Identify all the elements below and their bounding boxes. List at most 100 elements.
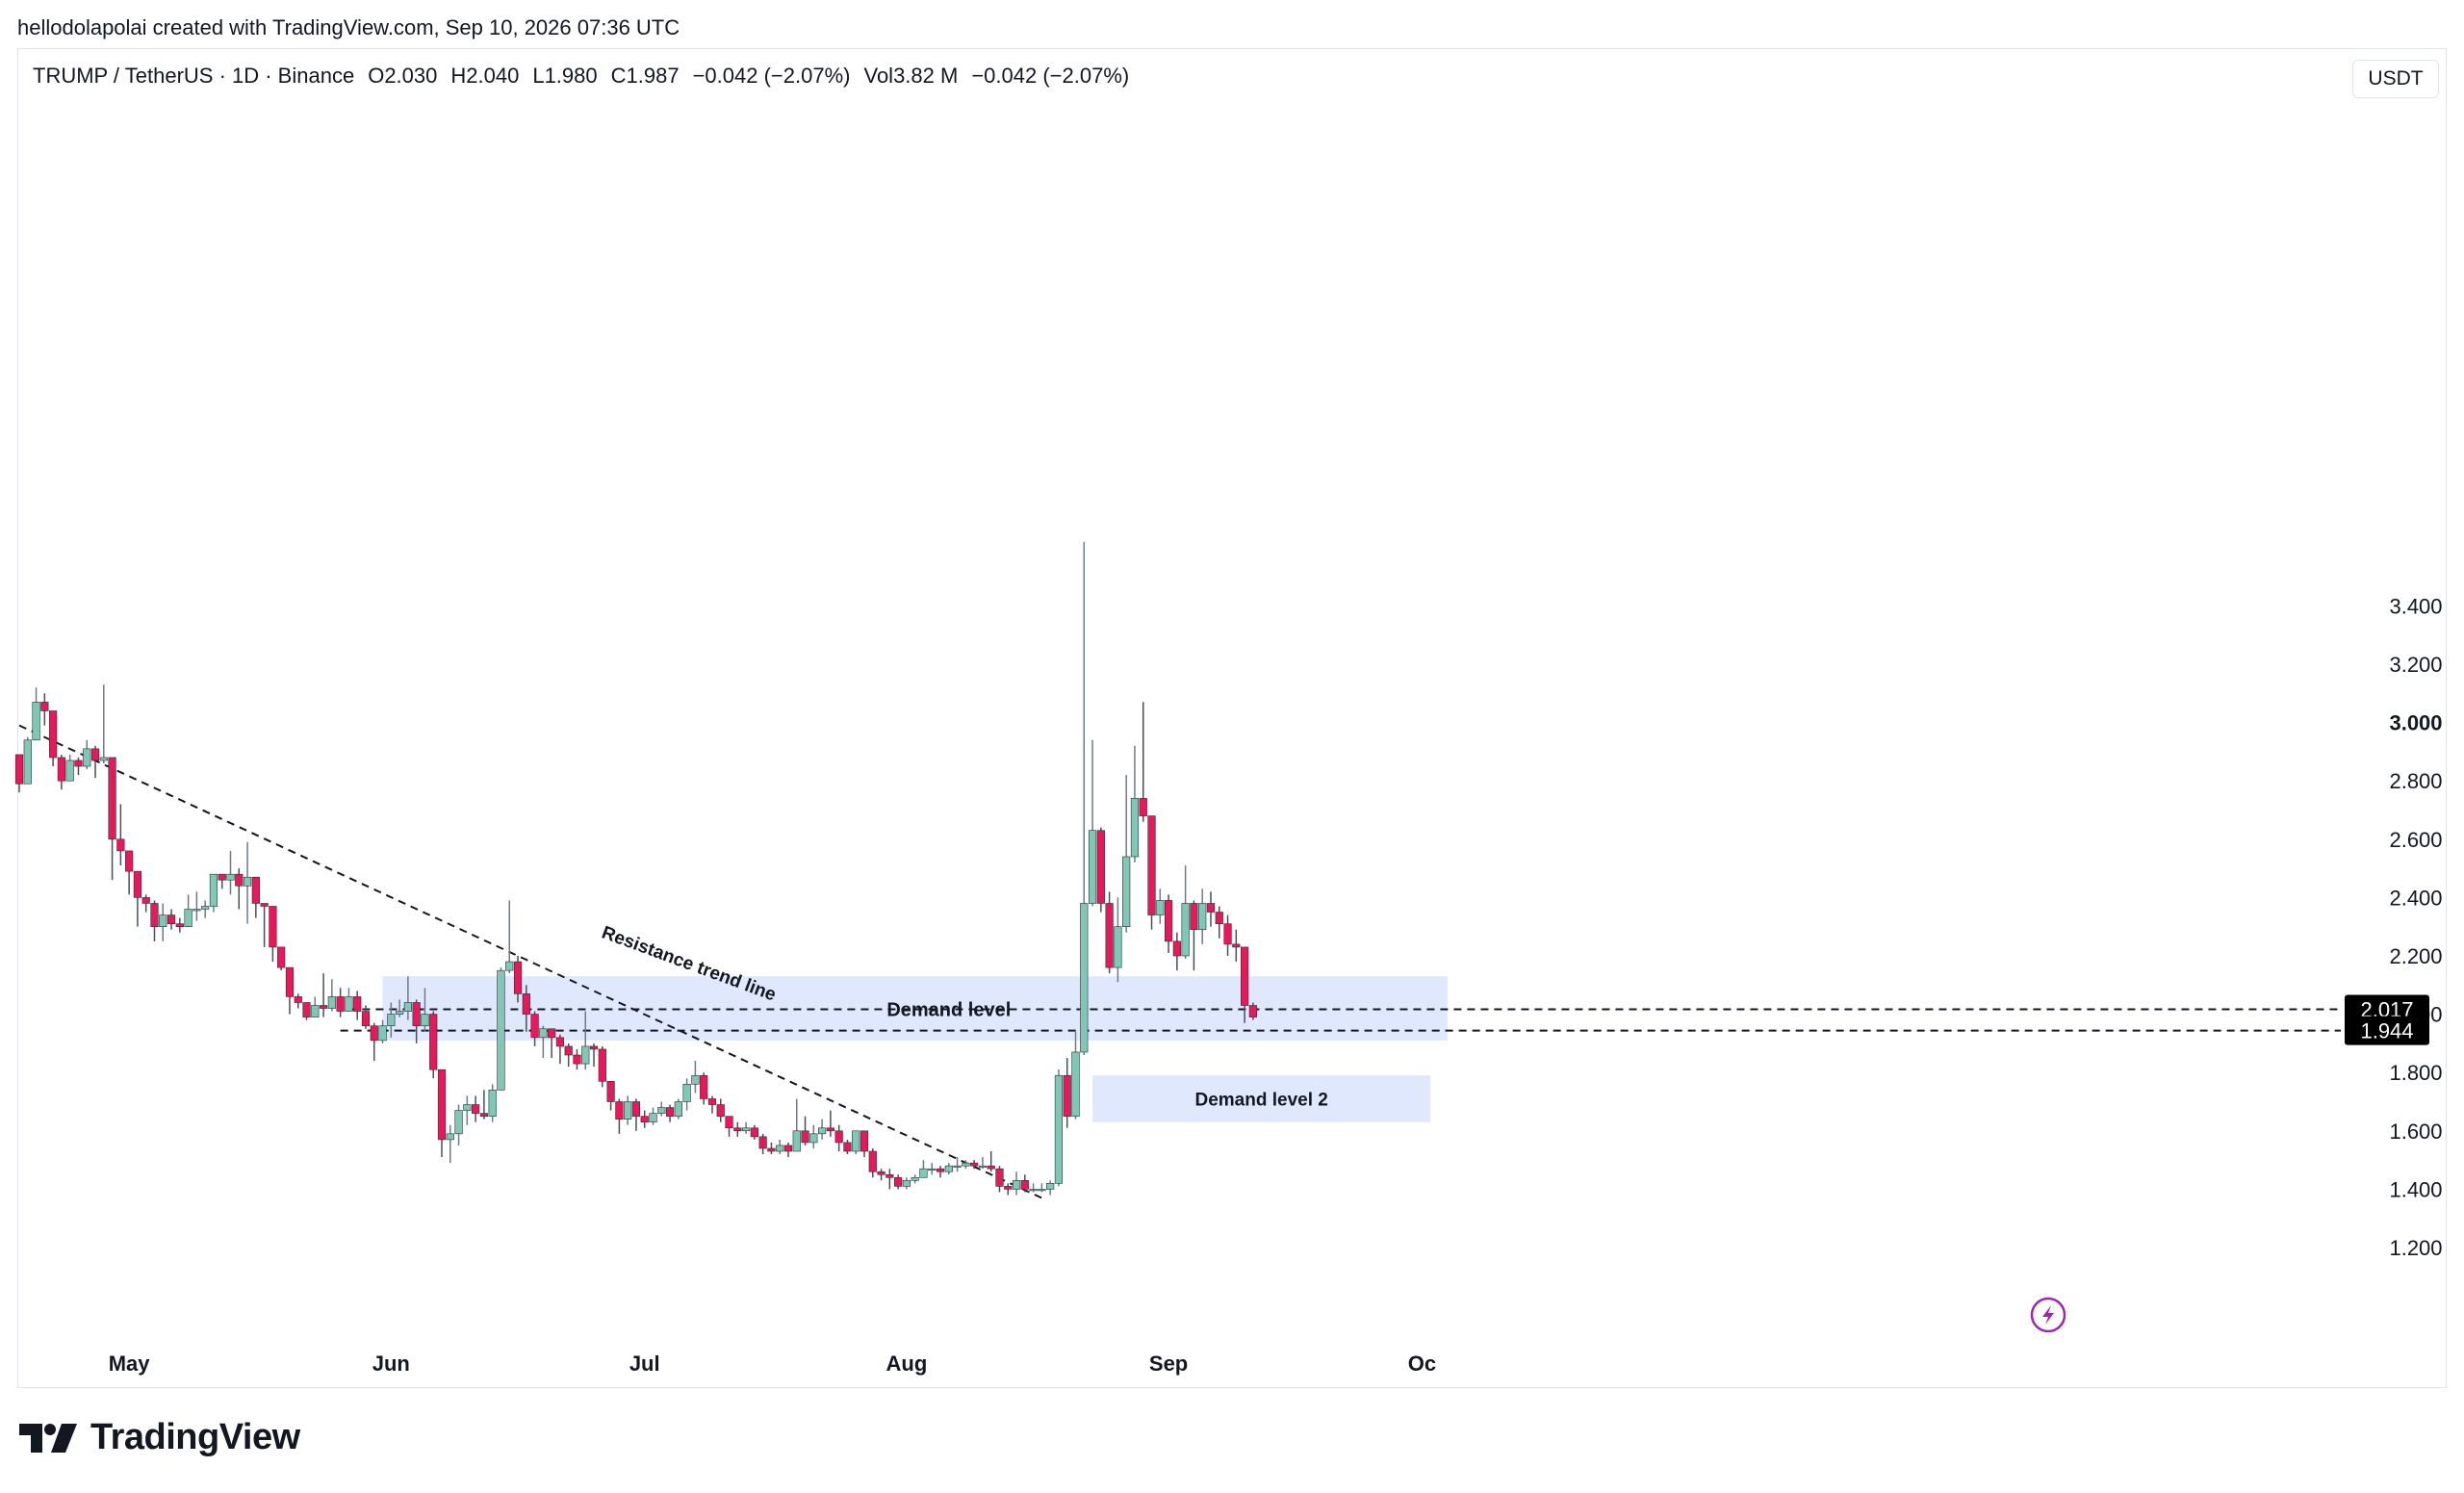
price-line-badge [2345,1016,2429,1045]
candle-body [860,1130,869,1152]
legend-high: H2.040 [450,64,520,88]
candle-body [345,996,353,1012]
candle-body [1190,903,1198,931]
candle-body [361,1011,371,1027]
candle-body [682,1084,691,1102]
legend-change: −0.042 (−2.07%) [692,64,851,88]
candle-body [1122,856,1131,927]
candle-body [919,1168,928,1178]
candle-body [243,876,252,887]
candle-body [522,993,530,1015]
candle-body [581,1045,590,1065]
legend-symbol[interactable]: TRUMP / TetherUS · 1D · Binance [33,64,355,88]
candle-body [505,961,514,971]
x-axis-tick-label: Oc [1408,1351,1436,1376]
candle-body [1096,830,1105,904]
y-axis-tick-label: 1.200 [2389,1236,2442,1260]
chart-frame[interactable] [17,48,2447,1388]
candle-body [733,1127,742,1132]
candle-body [826,1127,834,1132]
y-axis-tick-label: 1.600 [2389,1120,2442,1144]
candle-body [40,702,49,711]
candle-body [953,1165,962,1168]
candle-body [978,1165,988,1168]
candle-body [412,1002,421,1027]
candle-body [90,748,100,761]
candle-body [277,946,286,968]
candle-body [970,1162,979,1167]
candle-body [894,1176,903,1187]
candle-body [235,873,244,887]
candle-body [962,1162,970,1167]
candle-body [868,1150,877,1172]
candle-body [1139,798,1147,816]
tradingview-logo-text: TradingView [90,1417,300,1457]
y-axis-tick-label: 2.800 [2389,769,2442,793]
candle-body [657,1107,666,1114]
resistance-trend-line [18,724,1042,1199]
legend-low: L1.980 [532,64,598,88]
candle-body [1114,926,1122,968]
candle-body [801,1130,809,1144]
candle-body [877,1171,886,1175]
lightning-icon[interactable] [2030,1297,2066,1333]
candle-body [741,1127,751,1132]
y-axis-tick-label: 2.600 [2389,828,2442,852]
candle-body [311,1005,320,1017]
candle-body [1241,946,1249,1006]
candle-body [589,1045,599,1050]
x-axis-tick-label: Sep [1149,1351,1188,1376]
candle-body [1248,1005,1257,1017]
candle-body [936,1168,945,1172]
candle-body [631,1101,641,1117]
currency-button[interactable]: USDT [2352,60,2439,98]
candle-body [995,1168,1004,1187]
candle-body [99,757,108,761]
candle-body [1105,903,1114,968]
candle-body [463,1104,472,1111]
y-axis-tick-label: 1.800 [2389,1061,2442,1085]
demand-zone-2 [1092,1075,1431,1122]
candle-body [32,702,40,741]
candle-body [167,914,176,924]
x-axis-tick-label: Jul [629,1351,660,1376]
candle-body [133,870,142,898]
candle-body [497,969,505,1091]
tradingview-logo[interactable]: TradingView [19,1417,300,1458]
candle-body [809,1133,818,1144]
candle-body [750,1127,758,1138]
candle-body [1215,912,1223,924]
candle-body [1181,903,1190,957]
candle-body [175,923,184,927]
candle-body [1156,900,1165,915]
demand-level-label: Demand level [886,999,1011,1020]
candle-body [74,759,83,767]
y-axis-tick-label: 3.000 [2389,711,2442,735]
candle-body [387,1014,396,1027]
candle-body [707,1098,717,1105]
candle-body [1164,900,1173,942]
candle-body [201,906,210,910]
candle-body [987,1165,995,1170]
x-axis-tick-label: Aug [886,1351,928,1376]
x-axis-tick-label: May [109,1351,151,1376]
candle-body [944,1165,953,1172]
candle-body [783,1145,793,1152]
candle-body [403,1002,412,1012]
candle-body [269,906,277,948]
candle-body [294,996,302,1003]
candle-body [327,996,336,1009]
candle-body [192,909,201,912]
candle-body [1147,815,1156,915]
candle-body [725,1116,733,1129]
y-axis-tick-label: 1.400 [2389,1177,2442,1201]
candle-body [14,754,24,785]
candle-body [251,876,260,904]
candle-body [817,1127,827,1135]
candle-body [1046,1183,1055,1190]
candle-body [513,961,523,994]
candle-body [928,1168,937,1171]
candle-body [792,1130,801,1152]
candle-body [472,1104,480,1114]
